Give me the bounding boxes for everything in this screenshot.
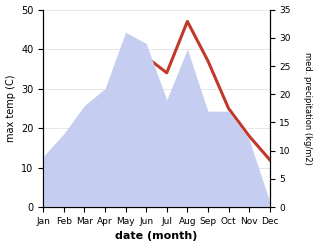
Y-axis label: med. precipitation (kg/m2): med. precipitation (kg/m2) (303, 52, 313, 165)
Y-axis label: max temp (C): max temp (C) (5, 75, 16, 142)
X-axis label: date (month): date (month) (115, 231, 198, 242)
